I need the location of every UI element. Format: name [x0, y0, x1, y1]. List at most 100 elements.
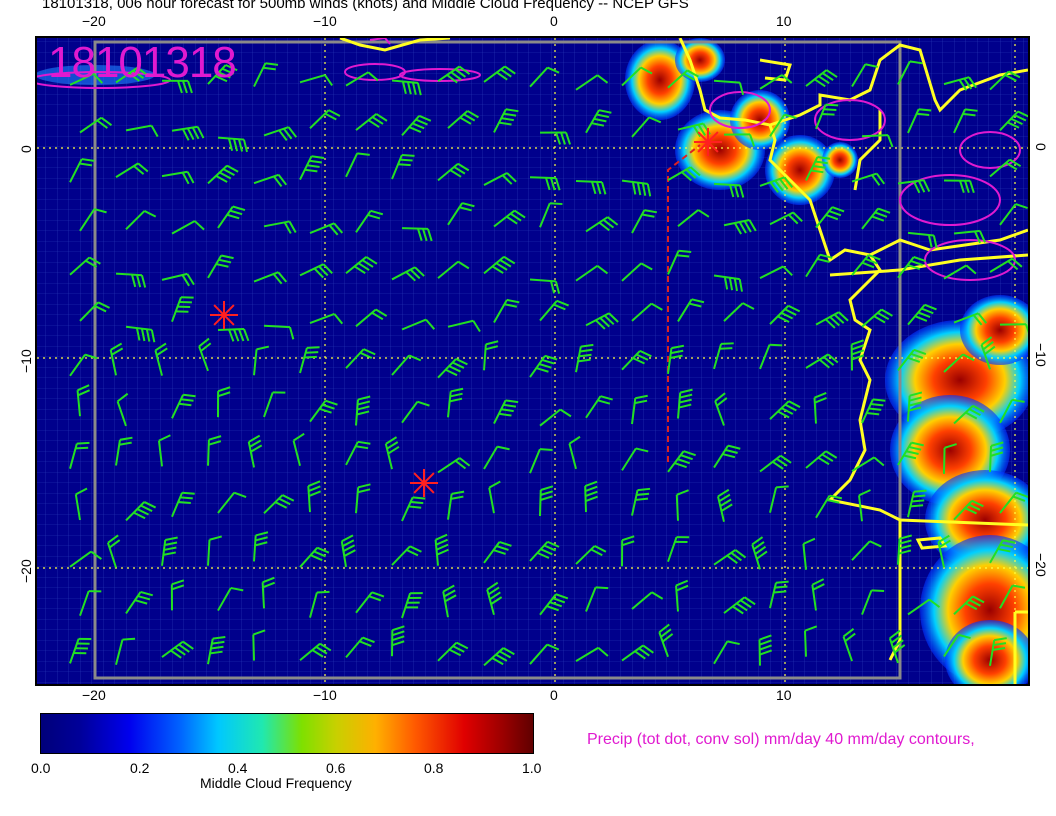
wind-barb-icon [355, 308, 388, 328]
wind-barb-icon [261, 576, 276, 609]
wind-barb-icon [74, 487, 88, 521]
lon-tick-label-top: 10 [776, 13, 792, 29]
lat-tick-label-right: −20 [1033, 553, 1049, 577]
wind-barb-icon [125, 590, 154, 614]
wind-barb-icon [769, 485, 789, 513]
wind-barb-icon [621, 262, 653, 282]
wind-barb-icon [713, 342, 734, 370]
wind-barb-icon [858, 489, 871, 522]
wind-barb-icon [345, 440, 371, 466]
wind-barb-icon [667, 450, 696, 473]
wind-barb-icon [309, 222, 344, 236]
wind-barb-icon [447, 490, 465, 520]
wind-barb-icon [253, 62, 279, 88]
wind-barb-icon [115, 66, 149, 84]
wind-barb-icon [355, 395, 371, 426]
wind-barb-icon [861, 207, 891, 230]
colorbar-tick-label: 0.8 [424, 760, 444, 776]
wind-barb-icon [943, 353, 975, 373]
lon-tick-label: 0 [550, 687, 558, 703]
wind-barb-icon [999, 491, 1028, 514]
wind-barb-icon [437, 641, 469, 662]
wind-barb-icon [198, 337, 212, 372]
wind-barb-icon [299, 546, 330, 568]
wind-barb-icon [69, 441, 90, 469]
wind-barb-icon [1046, 496, 1056, 528]
lat-tick-label-right: 0 [1033, 143, 1049, 151]
wind-barb-icon [79, 590, 102, 617]
wind-barb-icon [897, 348, 927, 372]
wind-barb-icon [483, 340, 499, 371]
wind-barb-icon [667, 344, 685, 375]
wind-barb-icon [1046, 307, 1056, 334]
wind-barb-icon [253, 271, 288, 285]
wind-barb-icon [759, 74, 793, 90]
wind-barb-icon [69, 637, 92, 664]
wind-barb-icon [621, 66, 653, 87]
wind-barb-icon [631, 302, 663, 322]
wind-barbs [69, 60, 1056, 667]
wind-barb-icon [161, 536, 178, 566]
wind-barb-icon [437, 457, 471, 474]
wind-barb-icon [161, 272, 195, 287]
wind-barb-icon [253, 345, 270, 376]
wind-barb-icon [861, 308, 893, 328]
wind-barb-icon [263, 391, 286, 418]
wind-barb-icon [714, 392, 728, 426]
wind-barb-icon [815, 311, 849, 329]
wind-barb-icon [759, 176, 794, 193]
wind-barb-icon [621, 447, 649, 471]
wind-barb-icon [529, 643, 560, 665]
wind-barb-icon [493, 108, 519, 133]
wind-barb-icon [217, 491, 247, 514]
wind-barb-icon [943, 633, 971, 658]
wind-barb-icon [437, 260, 470, 279]
wind-barb-icon [769, 211, 803, 226]
wind-barb-icon [658, 623, 674, 658]
wind-barb-icon [539, 593, 569, 616]
wind-barb-icon [713, 182, 745, 198]
wind-barb-icon [539, 485, 554, 517]
wind-barb-icon [125, 210, 157, 230]
wind-barb-icon [299, 263, 333, 279]
wind-barb-icon [677, 298, 705, 322]
wind-barb-icon [1036, 262, 1056, 284]
wind-barb-icon [585, 586, 609, 612]
wind-barb-icon [539, 299, 569, 322]
wind-barb-icon [217, 205, 246, 229]
wind-barb-icon [851, 254, 881, 276]
wind-barb-icon [575, 343, 594, 373]
wind-barb-icon [493, 298, 520, 323]
wind-barb-icon [677, 209, 710, 228]
storm-markers [210, 128, 722, 497]
wind-barb-icon [621, 349, 652, 371]
wind-barb-icon [805, 353, 839, 369]
wind-barb-icon [631, 394, 648, 425]
wind-barb-icon [713, 640, 740, 665]
storm-star-icon [694, 128, 722, 156]
colorbar-title: Middle Cloud Frequency [200, 775, 352, 791]
wind-barb-icon [345, 152, 370, 178]
wind-barb-icon [401, 227, 433, 242]
wind-barb-icon [675, 489, 689, 521]
wind-barb-icon [851, 172, 886, 186]
wind-barb-icon [713, 274, 743, 292]
wind-barb-icon [391, 354, 422, 376]
wind-barb-icon [125, 501, 157, 522]
wind-barb-icon [953, 499, 984, 521]
wind-barb-icon [171, 393, 196, 419]
wind-barb-icon [115, 162, 149, 178]
wind-barb-icon [999, 584, 1026, 609]
wind-barb-icon [253, 173, 288, 188]
wind-barb-icon [345, 256, 378, 275]
wind-barb-icon [355, 483, 371, 514]
wind-barb-icon [79, 208, 107, 232]
wind-barb-icon [483, 65, 516, 83]
wind-barb-icon [953, 229, 986, 244]
wind-barb-icon [897, 534, 913, 565]
wind-barb-icon [483, 445, 510, 470]
wind-barb-icon [943, 264, 977, 280]
wind-barb-icon [667, 536, 690, 563]
wind-barb-icon [999, 323, 1028, 337]
wind-barb-icon [529, 354, 558, 378]
